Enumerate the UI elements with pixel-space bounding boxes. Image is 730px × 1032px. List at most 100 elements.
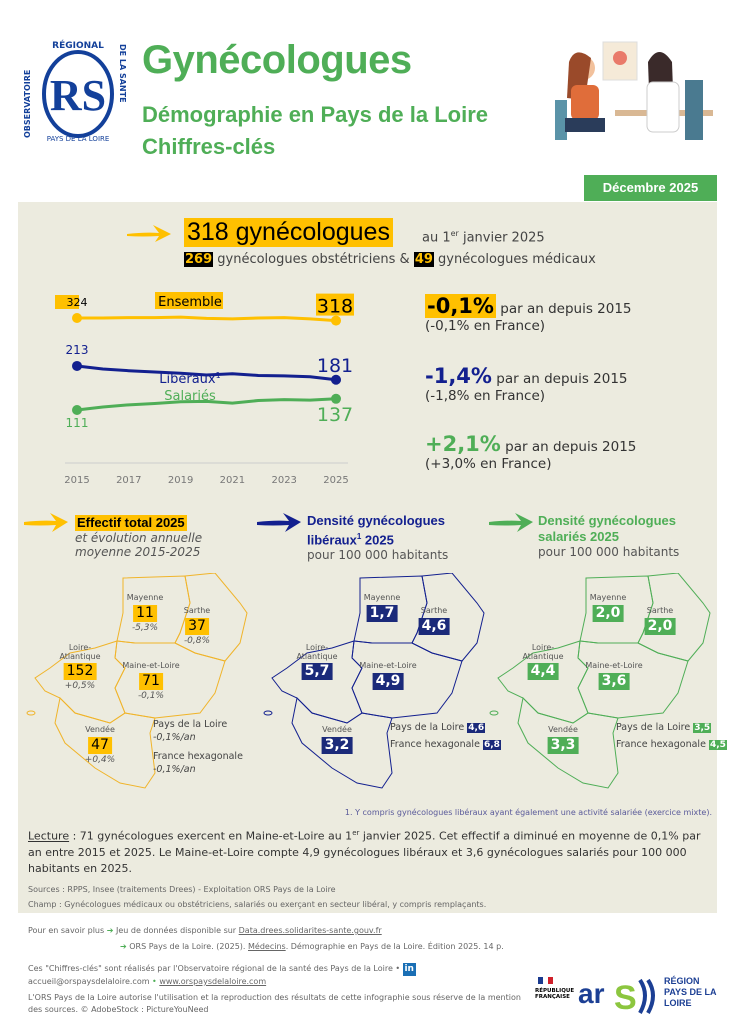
dept-name: Sarthe bbox=[183, 606, 211, 615]
dept-outline-sarthe bbox=[174, 573, 248, 662]
region-label: Pays de la Loire bbox=[390, 722, 465, 733]
dept-outline-vendee bbox=[54, 696, 156, 789]
dept-value: 1,7 bbox=[366, 605, 398, 622]
map-title-2: salariés 2025 bbox=[538, 529, 619, 544]
more-text-2: . Démographie en Pays de la Loire. Éditi… bbox=[285, 942, 504, 951]
headline-breakdown: 269 gynécologues obstétriciens & 49 gyné… bbox=[184, 252, 596, 267]
series-last-label: 181 bbox=[317, 355, 353, 377]
dept-name: Vendée bbox=[322, 725, 352, 734]
dept-name: Maine-et-Loire bbox=[122, 661, 180, 670]
france-label: France hexagonale bbox=[153, 751, 243, 762]
sources: Sources : RPPS, Insee (traitements Drees… bbox=[28, 882, 486, 912]
medical-count: 49 bbox=[413, 252, 434, 267]
stat-value: -1,4% bbox=[425, 364, 492, 388]
dept-outline-mel bbox=[114, 640, 226, 719]
stat-france: (-0,1% en France) bbox=[425, 318, 546, 334]
credits-text: Ces "Chiffres-clés" sont réalisés par l'… bbox=[28, 964, 403, 973]
reading-sup: er bbox=[352, 829, 360, 837]
series-last-label: 318 bbox=[317, 296, 353, 318]
content-panel bbox=[18, 202, 717, 913]
dept-value: 11 bbox=[133, 605, 157, 622]
series-point bbox=[331, 393, 341, 404]
series-point bbox=[331, 315, 341, 326]
svg-text:S: S bbox=[614, 979, 637, 1017]
x-tick-label: 2017 bbox=[116, 475, 141, 486]
date-text-post: janvier 2025 bbox=[458, 230, 545, 246]
stat-ensemble: -0,1% par an depuis 2015 (-0,1% en France… bbox=[425, 294, 632, 334]
reading-text-2: janvier 2025. Cet effectif a diminué en … bbox=[28, 829, 701, 875]
map-title: Densité gynécologues bbox=[538, 513, 676, 528]
map-total-header: Effectif total 2025 et évolution annuell… bbox=[75, 512, 202, 559]
publication-date-badge: Décembre 2025 bbox=[584, 175, 717, 201]
stat-value: +2,1% bbox=[425, 432, 501, 456]
dept-value: 152 bbox=[63, 663, 97, 680]
svg-text:RÉGIONAL: RÉGIONAL bbox=[52, 39, 104, 51]
dept-value: 4,6 bbox=[418, 618, 450, 635]
x-tick-label: 2023 bbox=[271, 475, 296, 486]
stat-france: (+3,0% en France) bbox=[425, 456, 552, 472]
obstetricians-count: 269 bbox=[184, 252, 214, 267]
france-value: 4,5 bbox=[708, 740, 727, 750]
footnote: 1. Y compris gynécologues libéraux ayant… bbox=[344, 808, 712, 817]
date-sup: er bbox=[450, 229, 459, 238]
label-bg bbox=[55, 295, 79, 309]
dept-name: Maine-et-Loire bbox=[585, 661, 643, 670]
label-bg bbox=[316, 293, 354, 316]
series-point bbox=[72, 360, 82, 371]
region-pays-de-la-loire-logo-text: RÉGION PAYS DE LA LOIRE bbox=[664, 976, 717, 1008]
svg-text:ar: ar bbox=[578, 978, 605, 1009]
x-tick-label: 2019 bbox=[168, 475, 193, 486]
trend-line-chart: 2015 2017 2019 2021 2023 2025 324 318 Ensemble 21… bbox=[55, 292, 354, 486]
svg-text:DE LA SANTÉ: DE LA SANTÉ bbox=[118, 44, 126, 103]
dept-value: 3,6 bbox=[598, 673, 630, 690]
arrow-icon bbox=[24, 513, 68, 532]
dept-name: Mayenne bbox=[126, 593, 164, 602]
date-text: au 1 bbox=[422, 230, 451, 246]
dept-value: 5,7 bbox=[301, 663, 333, 680]
ors-logo: RS RÉGIONAL PAYS DE LA LOIRE OBSERVATOIR… bbox=[23, 39, 126, 142]
dept-value: 4,4 bbox=[527, 663, 559, 680]
region-totals: Pays de la Loire 4,6 France hexagonale 6,… bbox=[390, 721, 501, 752]
map-total: Mayenne 11 -5,3% Sarthe 37 -0,8% Loire- Atlant… bbox=[25, 573, 255, 793]
region-map-outline bbox=[263, 573, 485, 789]
credits: Ces "Chiffres-clés" sont réalisés par l'… bbox=[28, 963, 528, 1016]
region-label: Pays de la Loire bbox=[153, 719, 228, 730]
dept-name: Vendée bbox=[85, 725, 115, 734]
linkedin-icon[interactable]: in bbox=[402, 963, 416, 976]
dept-value: 2,0 bbox=[592, 605, 624, 622]
dept-outline-mel bbox=[577, 640, 689, 719]
drees-link[interactable]: Data.drees.solidarites-sante.gouv.fr bbox=[238, 926, 382, 935]
arrow-icon bbox=[127, 225, 171, 242]
dept-value: 37 bbox=[185, 618, 209, 635]
series-name-label: Salariés bbox=[164, 389, 216, 404]
medical-label: gynécologues médicaux bbox=[433, 252, 596, 267]
x-tick-label: 2015 bbox=[64, 475, 89, 486]
france-label: France hexagonale bbox=[616, 739, 706, 750]
france-label: France hexagonale bbox=[390, 739, 480, 750]
page-title: Gynécologues bbox=[142, 38, 412, 82]
map-subtitle: et évolution annuelle bbox=[75, 531, 203, 545]
arrow-right-icon: ➔ bbox=[106, 926, 114, 935]
reading-note: Lecture : 71 gynécologues exercent en Ma… bbox=[28, 825, 708, 877]
dept-name: Vendée bbox=[548, 725, 578, 734]
license-text: L'ORS Pays de la Loire autorise l'utilis… bbox=[28, 993, 521, 1014]
series-line-2 bbox=[76, 397, 337, 412]
medecins-link[interactable]: Médecins bbox=[248, 942, 286, 951]
total-headline: 318 gynécologues bbox=[184, 218, 393, 247]
dept-evolution: -0,8% bbox=[183, 636, 211, 646]
stat-text: par an depuis 2015 bbox=[491, 371, 628, 387]
dept-name: Loire- Atlantique bbox=[522, 643, 564, 661]
dept-name: Sarthe bbox=[646, 606, 674, 615]
series-line-1 bbox=[76, 364, 337, 382]
series-line-0 bbox=[77, 315, 337, 323]
more-text: Jeu de données disponible sur bbox=[113, 926, 239, 935]
dept-value: 47 bbox=[88, 737, 112, 754]
map-subtitle-2: moyenne 2015-2025 bbox=[75, 545, 201, 559]
island-outline bbox=[263, 710, 273, 716]
series-name-label: Ensemble bbox=[158, 295, 222, 310]
dept-value: 3,2 bbox=[321, 737, 353, 754]
website-link[interactable]: www.orspaysdelaloire.com bbox=[159, 977, 267, 986]
stat-salaries: +2,1% par an depuis 2015 (+3,0% en France… bbox=[425, 432, 636, 472]
email-link[interactable]: accueil@orspaysdelaloire.com bbox=[28, 977, 150, 986]
